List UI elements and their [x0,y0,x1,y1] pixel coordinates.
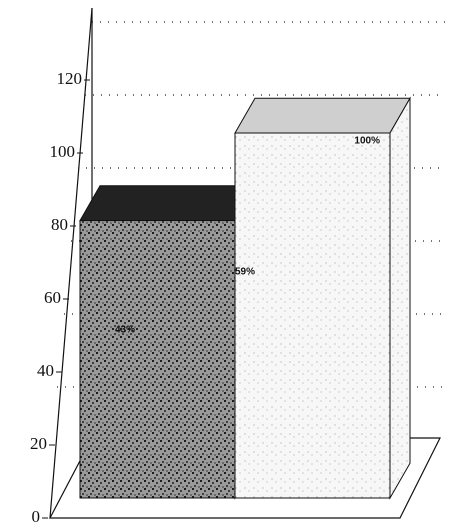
floor [49,437,441,519]
bar-top [79,185,256,222]
y-tick-label: 20 [30,434,47,453]
bar-front [234,132,391,499]
annotation: 43% [115,325,135,336]
annotation: 59% [235,267,255,278]
y-tick-label: 120 [57,69,83,88]
y-tick-label: 100 [50,142,76,161]
y-axis: 0 20 40 60 80 100 120 [30,69,90,526]
bar-top [234,97,411,134]
y-tick-label: 0 [32,507,41,526]
y-tick-label: 60 [44,288,61,307]
value-label: 100% [354,136,380,147]
y-tick-label: 80 [51,215,68,234]
bar [79,183,256,500]
left-wall-edge [49,7,93,519]
bar-front [79,220,236,499]
bar-side [389,96,411,500]
y-tick-label: 40 [37,361,54,380]
bars: 100% 59% 43% [79,96,411,500]
bar [234,96,411,500]
